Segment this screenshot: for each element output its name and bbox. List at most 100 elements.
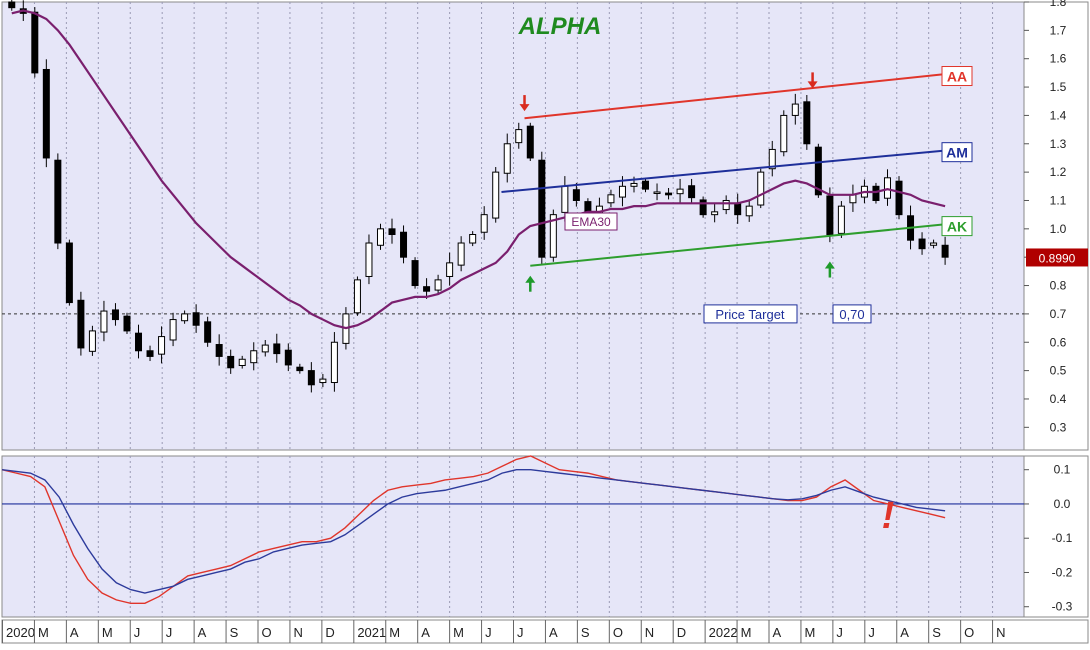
trend-line-ak bbox=[530, 222, 957, 267]
date-tick-label: M bbox=[453, 625, 464, 640]
candle-body bbox=[434, 279, 442, 291]
candle-body bbox=[941, 244, 949, 258]
macd-tick-label: 0.1 bbox=[1054, 463, 1071, 477]
macd-axis-area bbox=[1023, 455, 1089, 618]
candle-body bbox=[388, 228, 396, 236]
macd-tick-label: -0.2 bbox=[1052, 565, 1073, 579]
date-tick-label: N bbox=[293, 625, 302, 640]
price-tick-label: 0.5 bbox=[1050, 364, 1067, 378]
price-tick-label: 0.8 bbox=[1050, 279, 1067, 293]
ema-label-box bbox=[564, 212, 618, 231]
candle-body bbox=[100, 310, 108, 333]
candle-body bbox=[711, 211, 719, 216]
price-target-value-box bbox=[832, 304, 872, 324]
candle-body bbox=[791, 103, 799, 116]
price-target-box bbox=[703, 304, 798, 324]
candle-body bbox=[296, 366, 304, 372]
candle-body bbox=[653, 191, 661, 194]
candle-body bbox=[526, 125, 534, 159]
candles bbox=[8, 0, 949, 393]
candle-body bbox=[757, 171, 765, 206]
candle-body bbox=[469, 234, 477, 244]
candle-body bbox=[688, 185, 696, 199]
trend-label-ak: AK bbox=[947, 219, 967, 235]
date-tick-label: A bbox=[198, 625, 207, 640]
candle-body bbox=[123, 315, 131, 332]
date-tick-label: J bbox=[868, 625, 875, 640]
candle-body bbox=[607, 194, 615, 204]
ema-label: EMA30 bbox=[571, 215, 611, 229]
candle-body bbox=[699, 199, 707, 216]
date-tick-label: A bbox=[549, 625, 558, 640]
price-tick-label: 0.7 bbox=[1050, 307, 1067, 321]
candle-body bbox=[273, 343, 281, 355]
candle-body bbox=[768, 148, 776, 170]
candle-body bbox=[745, 205, 753, 217]
candle-body bbox=[169, 319, 177, 341]
candle-body bbox=[181, 313, 189, 322]
arrow-down-icon bbox=[519, 95, 530, 112]
candle-body bbox=[65, 242, 73, 304]
candle-body bbox=[676, 188, 684, 195]
candle-body bbox=[319, 378, 327, 384]
indicator-lines bbox=[11, 9, 957, 330]
price-tick-label: 1.5 bbox=[1050, 80, 1067, 94]
candle-body bbox=[446, 262, 454, 277]
date-tick-label: A bbox=[421, 625, 430, 640]
candle-body bbox=[250, 350, 258, 364]
candle-body bbox=[204, 321, 212, 343]
price-axis-area bbox=[1023, 1, 1089, 451]
arrow-up-icon bbox=[525, 275, 536, 292]
candle-body bbox=[480, 214, 488, 233]
candle-body bbox=[457, 242, 465, 266]
date-tick-label: M bbox=[741, 625, 752, 640]
trend-label-box bbox=[941, 66, 973, 87]
candle-body bbox=[642, 180, 650, 190]
price-tick-label: 1.0 bbox=[1050, 222, 1067, 236]
last-price-box bbox=[1026, 248, 1088, 267]
candle-body bbox=[400, 231, 408, 258]
candle-body bbox=[895, 180, 903, 216]
candle-body bbox=[135, 332, 143, 352]
date-tick-label: M bbox=[389, 625, 400, 640]
candle-body bbox=[549, 214, 557, 258]
price-tick-label: 1.6 bbox=[1050, 52, 1067, 66]
candle-body bbox=[215, 344, 223, 357]
candle-body bbox=[376, 228, 384, 246]
price-tick-label: 0.6 bbox=[1050, 335, 1067, 349]
candle-body bbox=[88, 330, 96, 352]
candle-body bbox=[31, 11, 39, 74]
candle-body bbox=[572, 189, 580, 201]
chart-title: ALPHA bbox=[518, 13, 602, 40]
candle-body bbox=[630, 182, 638, 187]
date-tick-label: J bbox=[836, 625, 843, 640]
price-tick-label: 0.3 bbox=[1050, 420, 1067, 434]
candle-body bbox=[734, 203, 742, 216]
candle-body bbox=[538, 159, 546, 258]
date-tick-label: O bbox=[262, 625, 272, 640]
candle-body bbox=[238, 358, 246, 367]
date-tick-label: D bbox=[677, 625, 686, 640]
price-target-value: 0,70 bbox=[839, 307, 864, 322]
candle-body bbox=[849, 194, 857, 204]
candle-body bbox=[492, 171, 500, 219]
macd-signal-mark: ! bbox=[882, 495, 895, 537]
date-tick-label: O bbox=[964, 625, 974, 640]
price-tick-label: 1.3 bbox=[1050, 137, 1067, 151]
candle-body bbox=[930, 242, 938, 246]
candle-body bbox=[561, 185, 569, 213]
price-target-label: Price Target bbox=[715, 307, 785, 322]
date-tick-label: N bbox=[645, 625, 654, 640]
macd-tick-label: -0.1 bbox=[1052, 531, 1073, 545]
price-panel bbox=[1, 1, 1025, 451]
candle-body bbox=[814, 146, 822, 196]
trend-label-aa: AA bbox=[947, 69, 967, 85]
price-tick-label: 1.8 bbox=[1050, 0, 1067, 9]
candle-body bbox=[411, 260, 419, 287]
candle-body bbox=[307, 370, 315, 386]
candle-body bbox=[918, 238, 926, 250]
date-tick-label: S bbox=[932, 625, 941, 640]
candle-body bbox=[158, 336, 166, 355]
